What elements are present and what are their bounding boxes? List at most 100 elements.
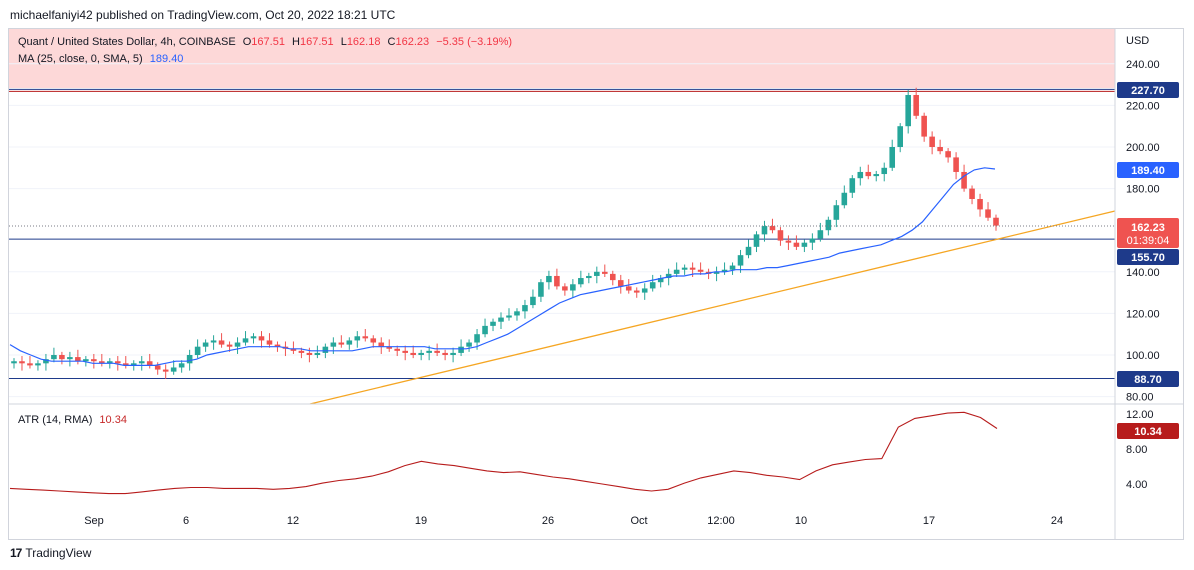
candle-body — [458, 346, 464, 353]
candle-body — [274, 344, 281, 347]
atr-axis-ticks: 12.00 8.00 4.00 — [1126, 409, 1154, 491]
atr-line — [9, 411, 998, 495]
candle-body — [897, 126, 903, 147]
tradingview-logo-icon: 17 — [10, 546, 22, 560]
legend-ohlc: Quant / United States Dollar, 4h, COINBA… — [18, 36, 512, 48]
tag-last-bg — [1117, 218, 1179, 248]
candle-body — [641, 288, 648, 293]
candle-body — [290, 348, 297, 351]
candle-body — [801, 242, 808, 247]
candle-body — [346, 340, 353, 345]
candle-body — [298, 350, 305, 353]
candle-body — [562, 286, 568, 291]
candle-body — [146, 361, 153, 366]
candle-body — [889, 147, 896, 168]
candle-body — [554, 275, 560, 287]
tag-ma: 189.40 — [1131, 165, 1165, 177]
candle-body — [330, 342, 337, 347]
candle-body — [138, 361, 145, 364]
candle-body — [530, 296, 536, 306]
candle-body — [43, 359, 49, 364]
atr-tick-12.00: 12.00 — [1126, 409, 1154, 421]
candle-body — [378, 342, 385, 347]
candle-body — [617, 280, 624, 287]
time-tick-26: 26 — [542, 515, 554, 527]
legend-ma: MA (25, close, 0, SMA, 5) 189.40 — [18, 53, 183, 65]
candle-body — [865, 171, 872, 177]
tag-support-lower: 88.70 — [1134, 374, 1162, 386]
time-tick-Oct: Oct — [630, 515, 647, 527]
resistance-zone — [9, 29, 1115, 88]
candle-body — [522, 305, 528, 312]
legend-close-label: C — [387, 36, 396, 48]
candle-body — [721, 269, 728, 272]
legend-symbol[interactable]: Quant / United States Dollar, 4h, COINBA… — [18, 36, 236, 48]
candle-body — [977, 199, 983, 210]
candle-body — [75, 357, 81, 362]
tradingview-logo[interactable]: 17 TradingView — [10, 546, 91, 560]
legend-change: −5.35 (−3.19%) — [436, 36, 513, 48]
candle-body — [99, 361, 105, 364]
time-tick-17: 17 — [923, 515, 935, 527]
candle-body — [713, 271, 720, 274]
candle-body — [186, 355, 193, 364]
atr-tick-8.00: 8.00 — [1126, 444, 1147, 456]
candle-body — [114, 361, 121, 364]
time-tick-6: 6 — [183, 515, 189, 527]
chart-frame[interactable] — [8, 28, 1184, 540]
candle-body — [11, 361, 17, 364]
candle-body — [258, 336, 265, 341]
legend-close: 162.23 — [395, 36, 430, 48]
tag-countdown: 01:39:04 — [1127, 235, 1170, 247]
candle-body — [466, 342, 472, 347]
candle-body — [498, 317, 504, 322]
ma-value: 189.40 — [149, 53, 184, 65]
candle-body — [434, 350, 440, 353]
candle-body — [51, 355, 57, 360]
candle-body — [769, 226, 776, 231]
trendline[interactable] — [309, 210, 1116, 405]
candle-body — [514, 311, 520, 316]
tag-support-lower-bg — [1117, 371, 1179, 387]
candle-body — [35, 363, 41, 366]
candle-body — [609, 273, 616, 281]
price-tick-180.00: 180.00 — [1126, 184, 1160, 196]
candle-body — [793, 242, 800, 247]
atr-label[interactable]: ATR (14, RMA) — [18, 414, 93, 426]
candle-body — [474, 334, 480, 343]
candle-body — [649, 282, 656, 289]
tag-last-price: 162.23 — [1131, 222, 1165, 234]
candle-body — [833, 205, 840, 220]
price-tick-220.00: 220.00 — [1126, 100, 1160, 112]
candle-body — [226, 344, 233, 347]
candle-body — [234, 342, 241, 347]
candle-body — [386, 346, 393, 349]
candle-body — [594, 271, 600, 276]
tag-resistance-bg — [1117, 82, 1179, 98]
candle-body — [370, 338, 377, 343]
candle-body — [689, 267, 696, 270]
candle-body — [250, 336, 257, 339]
candle-body — [306, 352, 313, 355]
candle-body — [785, 240, 792, 243]
candle-body — [633, 290, 640, 293]
candle-body — [761, 226, 768, 235]
horizontal-levels — [9, 88, 1115, 380]
candle-body — [753, 234, 760, 247]
candle-body — [242, 338, 249, 343]
candle-body — [681, 267, 688, 270]
ma-label[interactable]: MA (25, close, 0, SMA, 5) — [18, 53, 143, 65]
legend-open: 167.51 — [251, 36, 285, 48]
candle-body — [777, 230, 784, 241]
candle-body — [170, 367, 177, 372]
tag-ma-bg — [1117, 162, 1179, 178]
ma-line — [9, 167, 996, 366]
time-axis-ticks: Sep 6 12 19 26 Oct 12:00 10 17 24 — [84, 515, 1063, 527]
candle-body — [729, 265, 736, 270]
tag-atr: 10.34 — [1134, 426, 1162, 438]
candle-body — [586, 275, 592, 279]
candle-body — [27, 363, 33, 366]
time-tick-12: 12 — [287, 515, 299, 527]
price-grid — [9, 63, 1115, 398]
